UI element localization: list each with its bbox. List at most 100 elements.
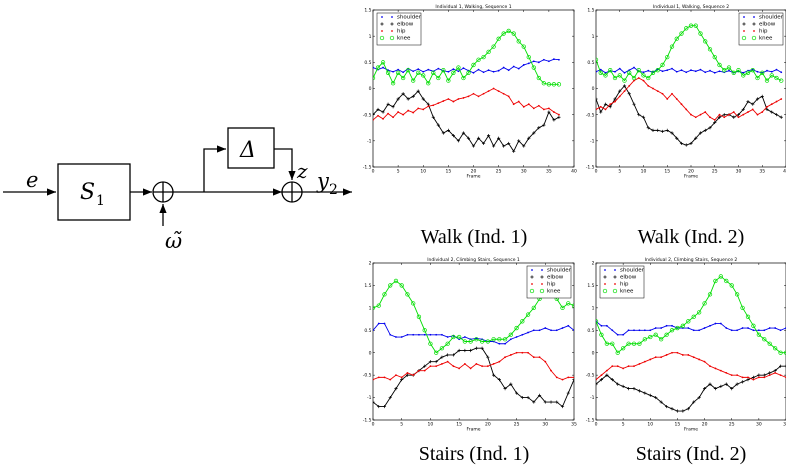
- data-point-elbow-34: [542, 123, 546, 127]
- data-point-elbow-4: [391, 105, 395, 109]
- data-point-hip-3: [609, 103, 612, 106]
- data-point-shoulder-36: [766, 69, 768, 72]
- legend-box: [526, 265, 572, 299]
- data-point-shoulder-29: [517, 67, 520, 70]
- data-point-hip-29: [752, 378, 755, 381]
- legend-label-shoulder: shoulder: [620, 268, 645, 274]
- data-point-shoulder-21: [477, 68, 480, 71]
- data-point-elbow-37: [770, 110, 774, 114]
- data-point-shoulder-7: [412, 333, 415, 336]
- x-tick-label: 25: [496, 169, 502, 175]
- data-point-hip-12: [432, 104, 435, 107]
- data-point-knee-35: [760, 70, 765, 75]
- noise-label: ω̃: [165, 229, 182, 253]
- data-point-shoulder-35: [573, 329, 574, 332]
- data-point-elbow-32: [555, 400, 559, 404]
- data-point-elbow-21: [492, 373, 496, 377]
- data-point-hip-13: [446, 360, 449, 363]
- x-axis-label: Frame: [466, 174, 480, 180]
- data-point-hip-35: [573, 376, 574, 379]
- data-point-elbow-0: [596, 382, 598, 386]
- data-point-knee-legend2: [389, 35, 395, 41]
- data-point-knee-4: [393, 278, 399, 284]
- data-point-elbow-31: [741, 107, 745, 112]
- data-point-hip-24: [709, 116, 711, 119]
- data-point-shoulder-23: [487, 69, 490, 72]
- x-tick-label: 20: [471, 169, 477, 175]
- data-point-hip-30: [544, 360, 547, 363]
- data-point-elbow-22: [713, 387, 718, 391]
- y-tick-label: -1: [590, 395, 595, 401]
- x-tick-label: 0: [595, 422, 598, 428]
- data-point-elbow-28: [532, 400, 536, 404]
- data-point-hip-14: [661, 92, 664, 95]
- data-point-hip-4: [392, 116, 394, 119]
- caption-walk-ind2: Walk (Ind. 2): [638, 226, 745, 248]
- data-point-shoulder-26: [521, 333, 524, 336]
- data-point-shoulder-23: [719, 322, 722, 325]
- data-point-shoulder-24: [509, 338, 512, 341]
- data-point-hip-5: [397, 111, 400, 113]
- data-point-knee-18: [679, 31, 684, 36]
- data-point-elbow-12: [431, 115, 435, 119]
- data-point-shoulder-6: [406, 333, 409, 336]
- data-point-hip-28: [532, 356, 535, 359]
- data-point-hip-27: [741, 376, 744, 379]
- data-point-knee-16: [462, 339, 468, 344]
- data-point-shoulder-2: [605, 324, 608, 327]
- data-point-elbow-23: [486, 134, 491, 138]
- data-point-knee-3: [608, 68, 613, 73]
- data-point-hip-31: [527, 103, 530, 106]
- data-point-elbow-13: [446, 353, 450, 357]
- data-point-knee-30: [521, 44, 526, 49]
- data-point-hip-3: [387, 112, 389, 115]
- data-point-hip-16: [452, 100, 455, 103]
- data-point-elbow-30: [736, 113, 741, 117]
- data-point-elbow-legend2: [390, 22, 394, 26]
- x-tick-label: 0: [595, 169, 598, 175]
- x-tick-label: 10: [420, 169, 426, 175]
- data-point-elbow-11: [426, 102, 430, 106]
- data-point-hip-11: [435, 365, 438, 368]
- data-point-knee-30: [756, 332, 762, 337]
- data-point-hip-8: [412, 111, 415, 114]
- data-point-shoulder-26: [736, 329, 739, 332]
- data-point-shoulder-legend: [604, 269, 606, 271]
- data-point-elbow-23: [503, 387, 507, 391]
- data-point-knee-25: [729, 283, 734, 288]
- data-point-shoulder-30: [757, 329, 760, 332]
- data-point-knee-7: [406, 68, 411, 73]
- data-point-elbow-20: [486, 355, 490, 359]
- data-point-hip-12: [441, 363, 443, 365]
- data-point-knee-17: [674, 36, 679, 41]
- data-point-hip-2: [383, 376, 386, 379]
- data-point-hip-24: [725, 372, 728, 374]
- data-point-knee-22: [497, 337, 502, 342]
- data-point-elbow-legend2: [613, 275, 617, 279]
- y-tick-label: -1: [590, 138, 595, 144]
- data-point-shoulder-25: [713, 71, 716, 74]
- data-point-shoulder-28: [532, 329, 535, 332]
- data-point-knee-24: [724, 278, 729, 284]
- data-point-elbow-21: [476, 136, 481, 140]
- data-point-hip-10: [429, 365, 432, 368]
- data-point-elbow-24: [708, 126, 712, 130]
- data-point-knee-34: [566, 301, 571, 306]
- z-label: z: [296, 159, 308, 183]
- data-point-knee-7: [631, 341, 637, 346]
- x-tick-label: 30: [736, 169, 742, 175]
- data-point-hip-21: [694, 116, 697, 119]
- data-point-shoulder-18: [475, 337, 478, 340]
- data-point-elbow-8: [632, 102, 636, 106]
- data-point-elbow-30: [757, 373, 761, 377]
- data-point-shoulder-legend2: [753, 16, 755, 18]
- data-point-knee-21: [707, 292, 713, 297]
- data-point-elbow-11: [654, 395, 658, 400]
- delta-input-arrow: [203, 145, 226, 192]
- data-point-knee-8: [631, 75, 637, 81]
- y-tick-label: 0: [592, 86, 595, 92]
- data-point-hip-0: [596, 108, 597, 111]
- data-point-shoulder-11: [654, 327, 657, 329]
